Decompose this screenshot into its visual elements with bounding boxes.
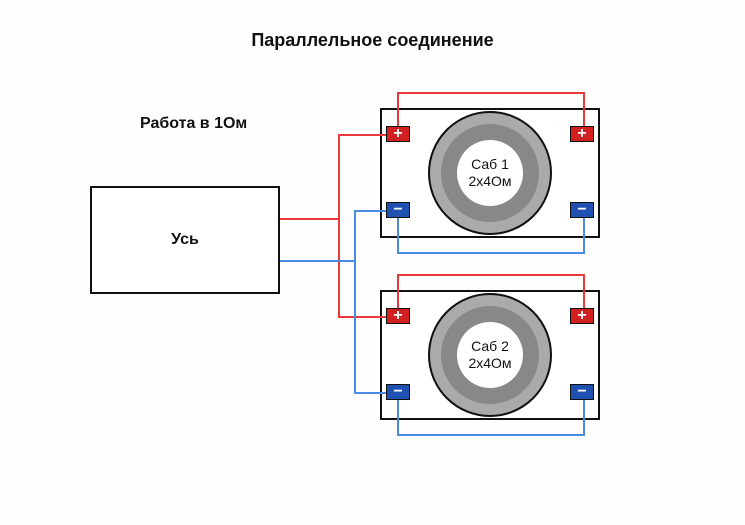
speaker-2: Саб 2 2x4Ом + − + −	[380, 290, 600, 420]
amplifier-label: Усь	[171, 231, 199, 249]
subtitle-text: Работа в 1Ом	[140, 115, 247, 133]
wire-neg-sp2-bottom	[397, 434, 583, 436]
wire-pos-junction-up	[338, 134, 340, 220]
wire-neg-sp2-left-down	[397, 400, 399, 436]
speaker-1-label-line2: 2x4Ом	[468, 173, 511, 190]
speaker-2-label-line2: 2x4Ом	[468, 355, 511, 372]
amplifier-box: Усь	[90, 186, 280, 294]
wire-neg-sp1-left-down	[397, 218, 399, 254]
speaker-1-terminal-neg-right: −	[570, 202, 594, 218]
wire-pos-sp2-right-down	[583, 274, 585, 308]
wire-pos-to-sp2-left	[338, 316, 386, 318]
wire-pos-sp1-top	[397, 92, 583, 94]
wire-pos-junction-down	[338, 218, 340, 316]
wire-pos-sp2-top	[397, 274, 583, 276]
speaker-1-cone-inner: Саб 1 2x4Ом	[457, 140, 523, 206]
wire-pos-amp-out	[280, 218, 340, 220]
wire-neg-junction-up	[354, 210, 356, 262]
speaker-2-terminal-pos-right: +	[570, 308, 594, 324]
wire-pos-sp1-left-up	[397, 92, 399, 126]
speaker-2-label-line1: Саб 2	[471, 338, 509, 355]
speaker-1: Саб 1 2x4Ом + − + −	[380, 108, 600, 238]
speaker-2-cone-inner: Саб 2 2x4Ом	[457, 322, 523, 388]
wire-pos-sp2-left-up	[397, 274, 399, 308]
wire-pos-sp1-right-down	[583, 92, 585, 126]
wire-neg-sp1-bottom	[397, 252, 583, 254]
speaker-2-terminal-pos-left: +	[386, 308, 410, 324]
wire-pos-to-sp1-left	[338, 134, 386, 136]
wire-neg-amp-out	[280, 260, 356, 262]
diagram-title: Параллельное соединение	[0, 30, 745, 51]
wire-neg-sp1-right-up	[583, 218, 585, 254]
wire-neg-junction-down	[354, 260, 356, 392]
wire-neg-to-sp2-left	[354, 392, 386, 394]
speaker-1-terminal-pos-right: +	[570, 126, 594, 142]
speaker-1-label-line1: Саб 1	[471, 156, 509, 173]
speaker-2-terminal-neg-right: −	[570, 384, 594, 400]
speaker-1-terminal-pos-left: +	[386, 126, 410, 142]
speaker-2-terminal-neg-left: −	[386, 384, 410, 400]
speaker-1-terminal-neg-left: −	[386, 202, 410, 218]
wire-neg-sp2-right-up	[583, 400, 585, 436]
wire-neg-to-sp1-left	[354, 210, 386, 212]
